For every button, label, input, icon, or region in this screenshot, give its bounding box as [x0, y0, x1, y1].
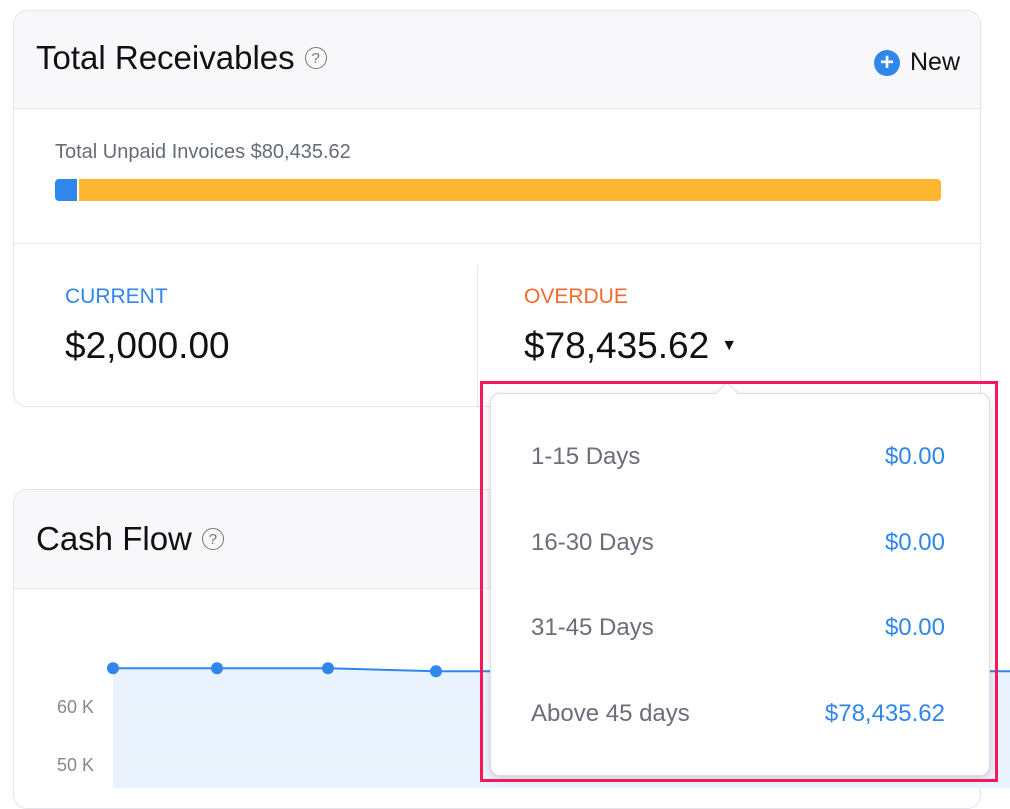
unpaid-progress-bar: [55, 179, 941, 201]
plus-circle-icon: +: [873, 49, 900, 76]
overdue-segment[interactable]: [79, 179, 941, 201]
new-label: New: [909, 48, 960, 76]
aging-row: 1-15 Days $0.00: [531, 443, 945, 471]
aging-value[interactable]: $0.00: [884, 529, 945, 556]
aging-label: 1-15 Days: [531, 443, 641, 470]
y-tick-label: 60 K: [57, 697, 94, 717]
help-icon[interactable]: ?: [304, 47, 327, 69]
current-segment[interactable]: [55, 179, 78, 201]
aging-label: Above 45 days: [531, 700, 690, 727]
aging-value[interactable]: $0.00: [884, 443, 945, 470]
receivables-header: Total Receivables ? + New: [14, 11, 980, 109]
aging-row: 31-45 Days $0.00: [531, 614, 945, 642]
aging-value[interactable]: $78,435.62: [824, 700, 945, 727]
aging-value[interactable]: $0.00: [884, 614, 945, 641]
receivables-title: Total Receivables: [36, 39, 295, 76]
aging-row: 16-30 Days $0.00: [531, 529, 945, 557]
aging-label: 31-45 Days: [531, 614, 654, 641]
total-receivables-card: Total Receivables ? + New Total Unpaid I…: [13, 10, 981, 407]
caret-down-icon: ▼: [721, 337, 738, 354]
overdue-label: OVERDUE: [524, 285, 628, 308]
unpaid-label: Total Unpaid Invoices $80,435.62: [55, 141, 351, 163]
new-button[interactable]: + New: [873, 48, 960, 77]
current-amount: $2,000.00: [65, 325, 230, 366]
current-label: CURRENT: [65, 285, 168, 308]
overdue-breakdown-popup: 1-15 Days $0.00 16-30 Days $0.00 31-45 Day…: [490, 381, 990, 776]
cashflow-title: Cash Flow: [36, 520, 192, 557]
data-point[interactable]: [107, 662, 119, 675]
y-tick-label: 50 K: [57, 755, 94, 775]
aging-label: 16-30 Days: [531, 529, 654, 556]
data-point[interactable]: [211, 662, 223, 675]
data-point[interactable]: [322, 662, 334, 675]
help-icon[interactable]: ?: [201, 528, 224, 550]
data-point[interactable]: [430, 665, 442, 678]
aging-row: Above 45 days $78,435.62: [531, 700, 945, 728]
overdue-amount: $78,435.62: [524, 325, 710, 366]
overdue-dropdown[interactable]: $78,435.62 ▼: [524, 325, 737, 367]
